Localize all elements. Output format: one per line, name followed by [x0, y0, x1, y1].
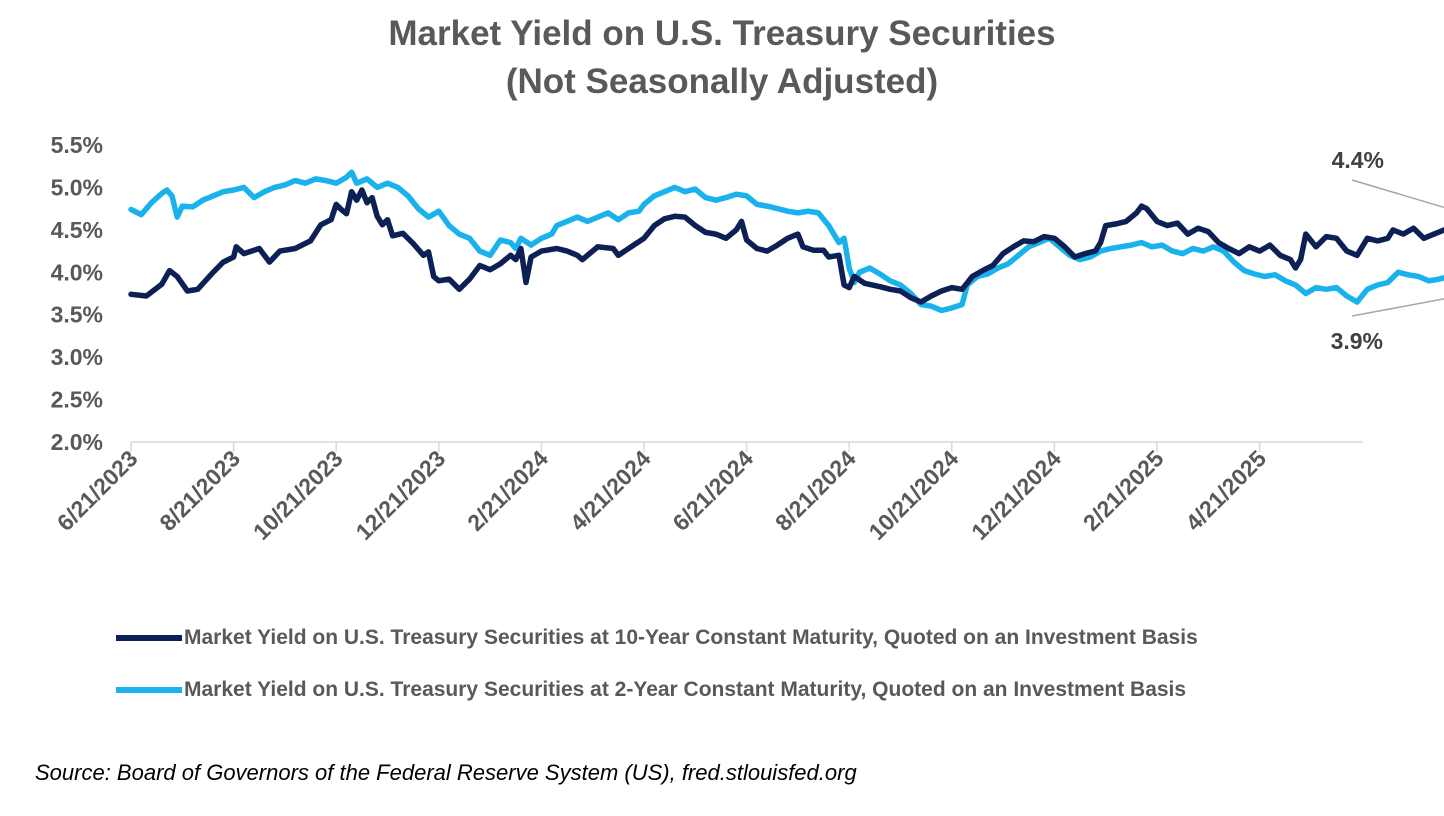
x-tick-label: 6/21/2023 — [52, 445, 143, 536]
y-tick-label: 2.0% — [51, 429, 103, 455]
y-tick-label: 3.5% — [51, 302, 103, 328]
y-tick-label: 2.5% — [51, 387, 103, 413]
y-tick-label: 4.5% — [51, 217, 103, 243]
y-tick-label: 4.0% — [51, 259, 103, 285]
x-tick-label: 8/21/2023 — [154, 445, 245, 536]
x-tick-label: 10/21/2023 — [248, 445, 348, 545]
y-tick-label: 5.5% — [51, 132, 103, 158]
y-tick-label: 3.0% — [51, 344, 103, 370]
series-lines — [128, 169, 1444, 314]
legend-swatch-2-year — [116, 687, 182, 693]
y-tick-label: 5.0% — [51, 174, 103, 200]
end-labels: 4.4% 3.9% — [1331, 147, 1444, 354]
leader-line-10-year — [1351, 179, 1444, 209]
x-tick-label: 2/21/2024 — [462, 445, 553, 536]
end-label-10-year: 4.4% — [1332, 147, 1384, 173]
legend-label-2-year: Market Yield on U.S. Treasury Securities… — [184, 678, 1187, 701]
legend-label-10-year: Market Yield on U.S. Treasury Securities… — [184, 626, 1198, 649]
x-tick-label: 10/21/2024 — [864, 445, 964, 545]
x-tick-label: 2/21/2025 — [1078, 445, 1169, 536]
x-tick-label: 12/21/2024 — [966, 445, 1066, 545]
x-tick-label: 12/21/2023 — [351, 445, 451, 545]
legend-item-2-year: Market Yield on U.S. Treasury Securities… — [116, 678, 1186, 702]
series-line-10-year — [128, 187, 1444, 305]
x-tick-label: 4/21/2024 — [565, 445, 656, 536]
chart-title: Market Yield on U.S. Treasury Securities — [388, 14, 1056, 53]
legend-swatch-10-year — [116, 635, 182, 641]
series-line-2-year — [128, 169, 1444, 314]
end-label-2-year: 3.9% — [1331, 328, 1383, 354]
x-tick-label: 4/21/2025 — [1180, 445, 1271, 536]
x-tick-label: 6/21/2024 — [667, 445, 758, 536]
x-tick-label: 8/21/2024 — [770, 445, 861, 536]
legend-item-10-year: Market Yield on U.S. Treasury Securities… — [116, 626, 1198, 650]
leader-line-2-year — [1351, 298, 1444, 317]
line-chart: 2.0% 2.5% 3.0% 3.5% 4.0% 4.5% 5.0% 5.5% 6/21/202… — [51, 132, 1444, 545]
source-note: Source: Board of Governors of the Federa… — [35, 760, 857, 785]
chart-subtitle: (Not Seasonally Adjusted) — [505, 62, 939, 101]
